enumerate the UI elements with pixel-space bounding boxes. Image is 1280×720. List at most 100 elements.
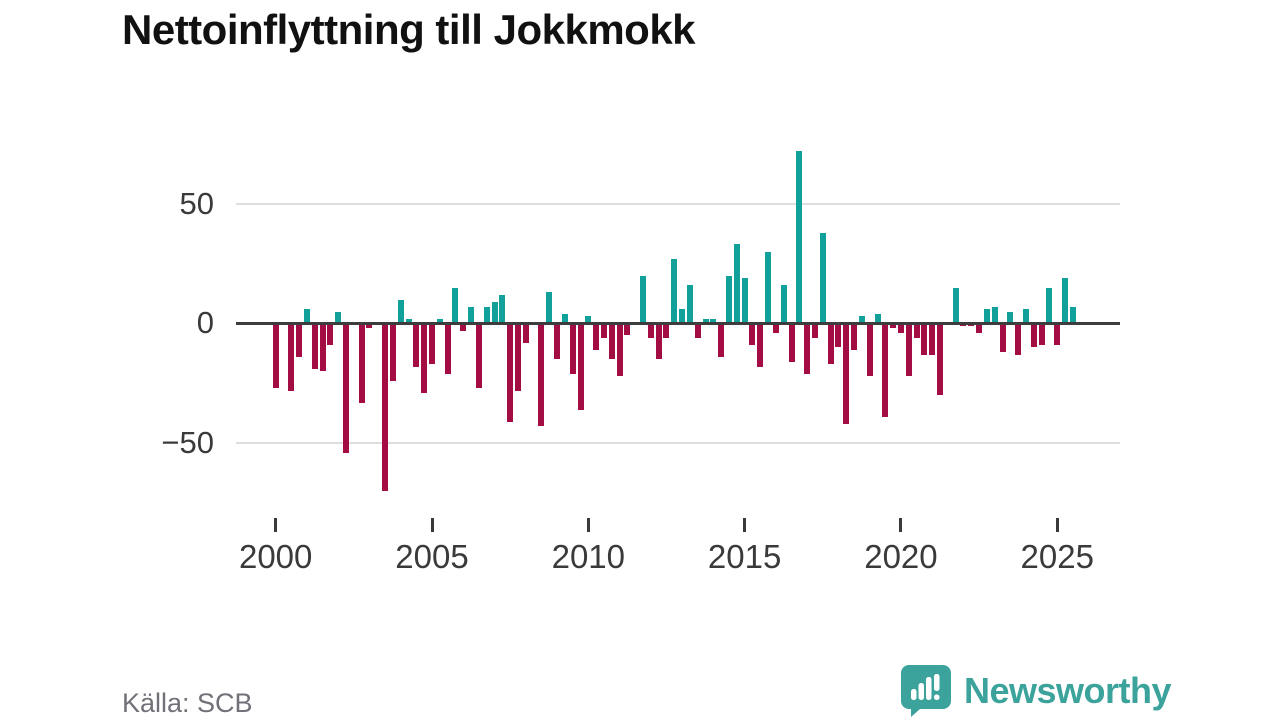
bar-2018Q3 <box>851 323 858 350</box>
bar-2008Q3 <box>538 323 545 427</box>
bar-2008Q1 <box>522 323 529 343</box>
bar-2006Q3 <box>475 323 482 389</box>
bar-2006Q1 <box>460 323 467 331</box>
x-tick-2000 <box>274 518 278 532</box>
bar-2025Q3 <box>1069 306 1076 324</box>
bar-2005Q3 <box>444 323 451 374</box>
x-tick-2005 <box>430 518 434 532</box>
bar-2012Q1 <box>647 323 654 338</box>
newsworthy-bubble-icon <box>901 665 951 717</box>
bar-2025Q1 <box>1054 323 1061 346</box>
bar-2008Q4 <box>546 292 553 324</box>
bar-2014Q4 <box>733 244 740 324</box>
bar-2011Q1 <box>616 323 623 377</box>
bar-2010Q3 <box>600 323 607 338</box>
bar-2013Q4 <box>702 318 709 324</box>
bar-2024Q2 <box>1030 323 1037 348</box>
bar-chart: 50 0 −50 2000 2005 2010 2015 2020 2025 <box>161 151 1120 575</box>
bar-2012Q3 <box>663 323 670 338</box>
bar-2019Q2 <box>874 313 881 324</box>
bar-2019Q4 <box>890 323 897 329</box>
bar-2000Q4 <box>296 323 303 358</box>
bar-2004Q4 <box>421 323 428 393</box>
bar-2011Q4 <box>640 275 647 324</box>
bar-2020Q2 <box>905 323 912 377</box>
bar-2020Q3 <box>913 323 920 338</box>
x-tick-2015 <box>743 518 747 532</box>
bar-2009Q2 <box>561 313 568 324</box>
y-tick-label-50: 50 <box>179 186 214 221</box>
bar-2018Q1 <box>835 323 842 348</box>
bar-2010Q4 <box>608 323 615 360</box>
bar-2022Q3 <box>976 323 983 334</box>
bar-2000Q1 <box>272 323 279 389</box>
x-tick-label-2010: 2010 <box>551 538 626 575</box>
page-title: Nettoinflyttning till Jokkmokk <box>122 6 696 53</box>
x-tick-label-2005: 2005 <box>395 538 469 575</box>
bar-2001Q2 <box>311 323 318 369</box>
bar-2002Q1 <box>335 311 342 324</box>
bar-2023Q4 <box>1015 323 1022 355</box>
bar-2016Q4 <box>796 151 803 324</box>
bar-2003Q3 <box>382 323 389 492</box>
bar-2011Q2 <box>624 323 631 336</box>
bar-2004Q1 <box>397 299 404 324</box>
bar-2012Q4 <box>671 258 678 324</box>
bar-2004Q2 <box>405 318 412 324</box>
bar-2007Q3 <box>507 323 514 422</box>
bar-2007Q4 <box>514 323 521 391</box>
bar-2020Q4 <box>921 323 928 355</box>
x-tick-label-2000: 2000 <box>238 538 313 575</box>
bar-2019Q3 <box>882 323 889 417</box>
bar-2003Q4 <box>389 323 396 381</box>
bar-2004Q3 <box>413 323 420 367</box>
bar-2019Q1 <box>866 323 873 377</box>
gridline-minus50 <box>236 442 1120 444</box>
bar-2024Q4 <box>1046 287 1053 324</box>
x-tick-2010 <box>586 518 590 532</box>
bar-2002Q2 <box>343 323 350 453</box>
x-tick-2020 <box>899 518 903 532</box>
bar-2022Q4 <box>983 309 990 324</box>
bar-2015Q4 <box>765 251 772 324</box>
bar-2016Q1 <box>772 323 779 334</box>
y-tick-label-minus50: −50 <box>161 425 214 460</box>
bar-2012Q2 <box>655 323 662 360</box>
brand-name: Newsworthy <box>964 670 1172 711</box>
brand-logo: Newsworthy <box>900 664 1172 718</box>
bar-2023Q1 <box>991 306 998 324</box>
bar-2018Q4 <box>858 316 865 324</box>
bar-2009Q3 <box>569 323 576 374</box>
bar-2013Q3 <box>694 323 701 338</box>
bar-2010Q2 <box>593 323 600 350</box>
zero-axis-line <box>236 322 1120 325</box>
bar-2015Q3 <box>757 323 764 367</box>
bar-2005Q4 <box>452 287 459 324</box>
bar-2009Q1 <box>554 323 561 360</box>
bar-2014Q2 <box>718 323 725 358</box>
bar-2020Q1 <box>897 323 904 334</box>
bar-2023Q3 <box>1007 311 1014 324</box>
gridline-50 <box>236 203 1120 205</box>
bar-2000Q3 <box>288 323 295 391</box>
bar-2009Q4 <box>577 323 584 410</box>
bar-2024Q1 <box>1022 309 1029 324</box>
bar-2023Q2 <box>999 323 1006 353</box>
bar-2013Q2 <box>686 285 693 324</box>
bar-2016Q2 <box>780 285 787 324</box>
x-tick-2025 <box>1055 518 1059 532</box>
source-label: Källa: SCB <box>122 688 253 718</box>
bar-2015Q1 <box>741 278 748 324</box>
bar-2005Q1 <box>429 323 435 365</box>
bar-2003Q1 <box>366 323 373 329</box>
y-tick-label-0: 0 <box>196 305 214 340</box>
bar-2025Q2 <box>1062 278 1069 324</box>
bar-2014Q3 <box>726 275 732 324</box>
bar-2006Q4 <box>483 306 490 324</box>
bar-2006Q2 <box>468 306 475 324</box>
bar-2024Q3 <box>1038 323 1045 346</box>
bar-2021Q1 <box>929 323 936 355</box>
bar-2021Q2 <box>937 323 944 396</box>
bar-2017Q4 <box>827 323 834 365</box>
